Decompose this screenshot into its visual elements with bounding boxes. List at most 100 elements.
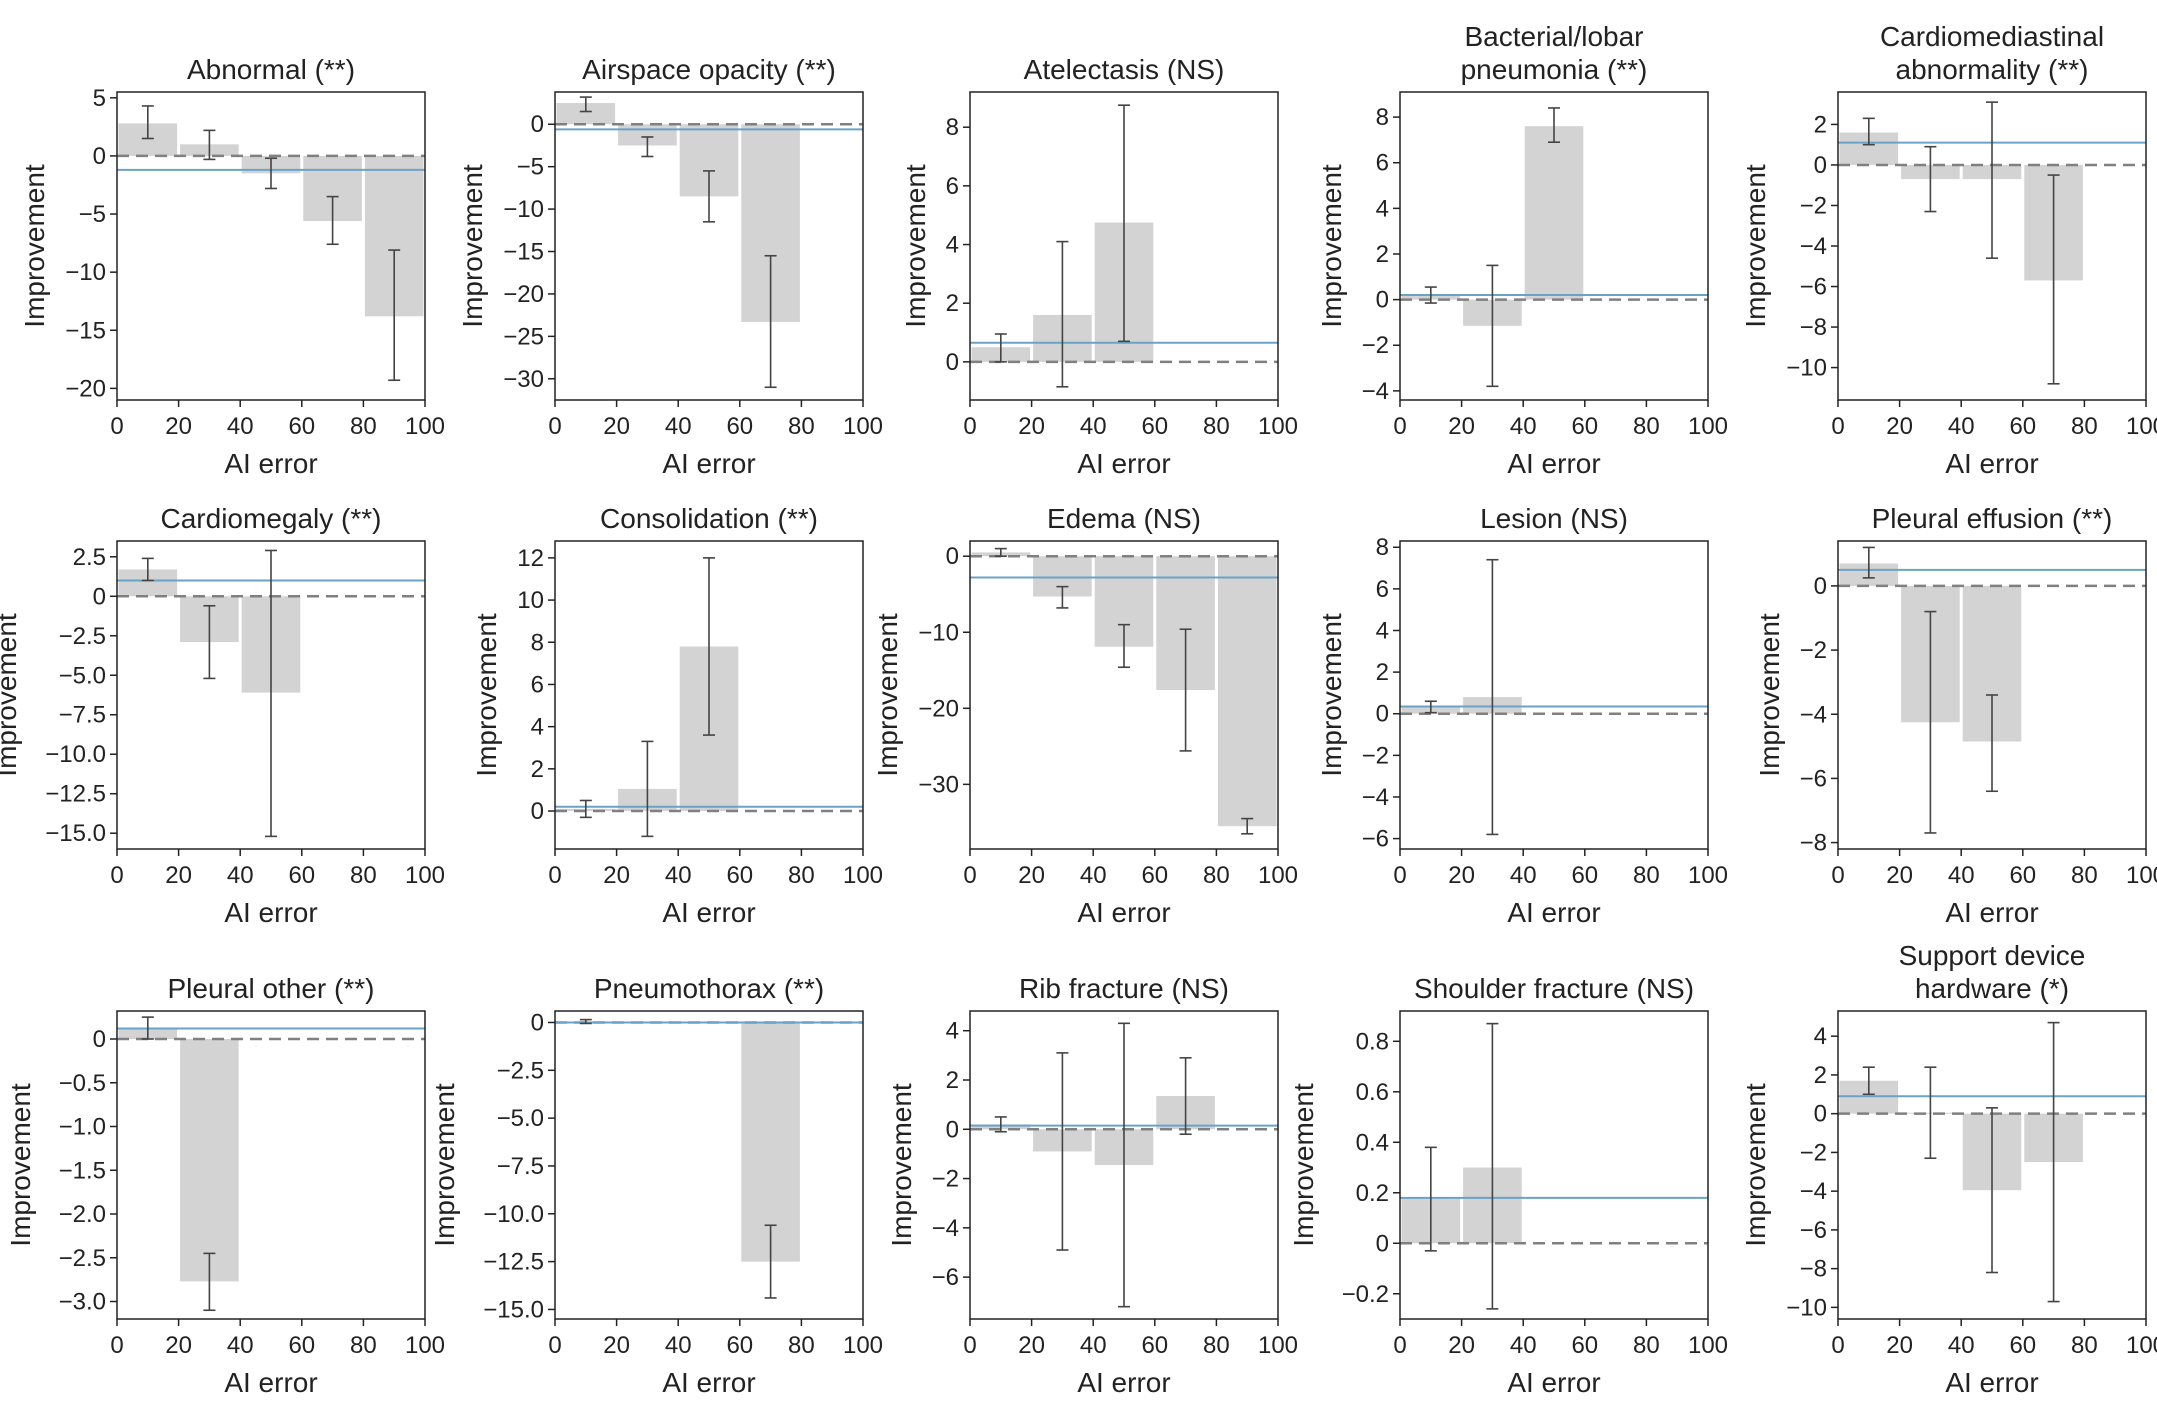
x-tick-label: 100: [1688, 413, 1728, 440]
y-tick-label: 4: [1814, 1023, 1827, 1050]
x-tick-label: 60: [726, 413, 753, 440]
x-axis-label: AI error: [662, 1367, 755, 1398]
y-tick-label: −10.0: [483, 1201, 544, 1228]
y-tick-label: −4: [1362, 378, 1389, 405]
error-bar-2: [203, 604, 216, 680]
y-tick-label: −2: [1800, 637, 1827, 664]
x-axis-label: AI error: [224, 1367, 317, 1398]
y-tick-label: 0.2: [1356, 1180, 1389, 1207]
y-tick-label: 0: [1376, 1230, 1389, 1257]
x-tick-label: 60: [1571, 413, 1598, 440]
x-tick-label: 0: [548, 1332, 561, 1359]
x-tick-label: 100: [1688, 862, 1728, 889]
x-tick-label: 100: [1258, 413, 1298, 440]
y-axis-label: Improvement: [900, 164, 931, 328]
error-bar-1: [1862, 546, 1875, 579]
panel-title: Abnormal (**): [187, 54, 355, 85]
bar-2: [180, 1039, 239, 1282]
y-tick-label: 0: [93, 583, 106, 610]
y-axis-label: Improvement: [471, 613, 502, 777]
x-axis-label: AI error: [224, 448, 317, 479]
error-bar-4: [1179, 1057, 1192, 1135]
x-tick-label: 40: [227, 413, 254, 440]
error-bar-5: [388, 249, 401, 382]
x-tick-label: 40: [1080, 862, 1107, 889]
y-tick-label: 4: [1376, 195, 1389, 222]
y-tick-label: −4: [932, 1215, 959, 1242]
y-tick-label: −5: [79, 201, 106, 228]
x-tick-label: 80: [1633, 413, 1660, 440]
x-tick-label: 40: [665, 1332, 692, 1359]
y-tick-label: −30: [918, 771, 959, 798]
x-tick-label: 40: [1510, 1332, 1537, 1359]
y-tick-label: −15.0: [483, 1296, 544, 1323]
error-bar-2: [203, 129, 216, 161]
y-tick-label: −2: [1800, 1139, 1827, 1166]
error-bar-3: [1118, 623, 1130, 669]
y-tick-label: 0: [93, 143, 106, 170]
error-bar-1: [1862, 117, 1875, 146]
panel-title: Pneumothorax (**): [594, 973, 824, 1004]
y-tick-label: 2: [1814, 111, 1827, 138]
y-tick-label: 2: [1814, 1062, 1827, 1089]
x-tick-label: 80: [788, 413, 815, 440]
x-tick-label: 0: [548, 413, 561, 440]
error-bar-2: [1486, 558, 1499, 836]
y-tick-label: 0.6: [1356, 1079, 1389, 1106]
y-tick-label: 10: [517, 587, 544, 614]
y-tick-label: −20: [503, 281, 544, 308]
x-tick-label: 20: [1018, 413, 1045, 440]
x-axis-label: AI error: [1077, 1367, 1170, 1398]
x-axis-label: AI error: [224, 897, 317, 928]
x-tick-label: 0: [963, 413, 976, 440]
y-axis-label: Improvement: [19, 164, 50, 328]
x-tick-label: 100: [405, 1332, 445, 1359]
y-tick-label: −6: [1800, 274, 1827, 301]
x-tick-label: 80: [350, 413, 377, 440]
error-bar-3: [1118, 104, 1130, 343]
y-axis-label: Improvement: [1740, 1083, 1771, 1247]
y-axis-label: Improvement: [457, 164, 488, 328]
bar-2: [741, 1022, 800, 1262]
y-tick-label: −4: [1800, 233, 1827, 260]
error-bar-2: [1924, 610, 1937, 834]
panel-title: Lesion (NS): [1480, 503, 1628, 534]
x-tick-label: 80: [350, 862, 377, 889]
x-tick-label: 20: [603, 862, 630, 889]
y-tick-label: 2: [531, 756, 544, 783]
panel-11: 0−0.5−1.0−1.5−2.0−2.5−3.00 20 40 60 80 100AI …: [5, 973, 445, 1398]
x-axis-label: AI error: [1507, 448, 1600, 479]
x-tick-label: 40: [665, 413, 692, 440]
y-tick-label: 0.8: [1356, 1028, 1389, 1055]
y-tick-label: −0.5: [59, 1070, 106, 1097]
x-tick-label: 0: [1831, 1332, 1844, 1359]
panel-8: 0 −10 −20 −30 0 20 40 60 80 100 AI error Improvemen…: [872, 503, 1298, 928]
plot-frame: [554, 540, 864, 850]
error-bar-1: [579, 799, 592, 819]
x-tick-label: 60: [2009, 862, 2036, 889]
x-tick-label: 80: [1633, 1332, 1660, 1359]
x-tick-label: 0: [963, 862, 976, 889]
x-axis-label: AI error: [662, 897, 755, 928]
y-tick-label: 6: [946, 173, 959, 200]
y-tick-label: 8: [1376, 104, 1389, 131]
y-tick-label: −5.0: [59, 662, 106, 689]
x-tick-label: 80: [2071, 413, 2098, 440]
y-tick-label: 12: [517, 545, 544, 572]
panel-6: 2.50−2.5−5.0−7.5−10.0−12.5−15.00 20 40 60 80…: [0, 503, 445, 928]
y-tick-label: −4: [1362, 784, 1389, 811]
panel-title: Atelectasis (NS): [1024, 54, 1225, 85]
x-tick-label: 60: [2009, 1332, 2036, 1359]
error-bar-2: [1056, 585, 1069, 609]
error-bar-4: [764, 254, 777, 389]
x-tick-label: 20: [1886, 1332, 1913, 1359]
error-bar-3: [1986, 1107, 1998, 1274]
y-axis-label: Improvement: [1754, 613, 1785, 777]
x-tick-label: 20: [603, 1332, 630, 1359]
x-tick-label: 40: [1080, 413, 1107, 440]
error-bar-2: [764, 1224, 777, 1299]
y-tick-label: −10: [65, 259, 106, 286]
error-bar-2: [1486, 264, 1499, 388]
